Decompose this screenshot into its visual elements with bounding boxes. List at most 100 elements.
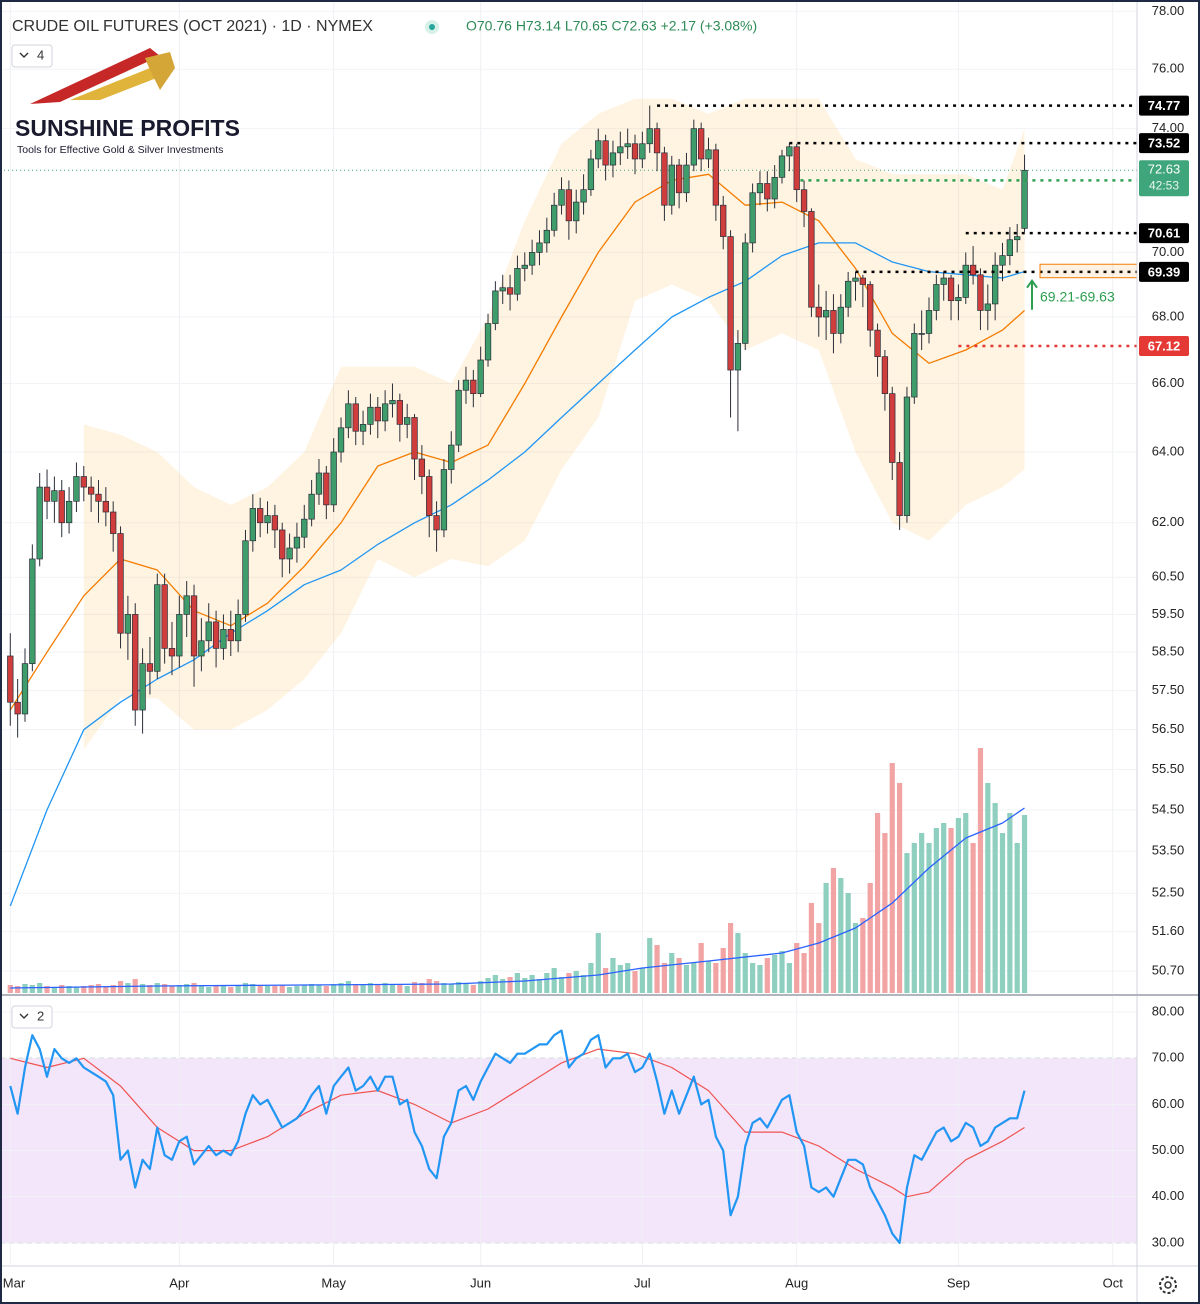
candle-body — [734, 343, 742, 371]
volume-bar — [7, 985, 13, 993]
candle-body — [80, 476, 87, 488]
candle-body — [433, 515, 440, 531]
volume-bar — [309, 984, 315, 993]
data-layer — [0, 105, 1137, 1244]
candle-body — [389, 400, 396, 405]
volume-bar — [794, 943, 800, 993]
volume-bar — [316, 985, 322, 993]
candle-body — [528, 252, 536, 266]
candle-body — [227, 629, 234, 642]
candle-body — [470, 379, 477, 394]
y-tick-label: 78.00 — [1152, 3, 1185, 18]
status-dot — [429, 24, 435, 30]
candle-body — [793, 146, 800, 191]
candle-body — [506, 287, 514, 295]
volume-bar — [492, 975, 498, 993]
volume-bar — [66, 986, 72, 993]
candle-body — [499, 287, 506, 292]
x-tick-label: Mar — [3, 1275, 26, 1290]
volume-bar — [73, 987, 80, 993]
volume-bar — [125, 983, 131, 993]
indicator-toggle[interactable]: 4 — [11, 44, 53, 68]
settings-button[interactable] — [1159, 1276, 1177, 1294]
volume-bar — [845, 893, 851, 993]
toggle-box[interactable] — [11, 44, 53, 68]
candle-body — [543, 229, 550, 244]
volume-bar — [750, 963, 756, 993]
volume-bar — [382, 983, 388, 993]
candle-body — [874, 329, 881, 358]
candle-body — [705, 149, 712, 160]
candle-body — [756, 183, 764, 194]
volume-bar — [456, 982, 462, 993]
volume-bar — [926, 843, 932, 993]
volume-bar — [801, 953, 807, 993]
volume-bar — [720, 948, 726, 993]
gear-hub — [1164, 1281, 1172, 1289]
zone-box — [1039, 263, 1138, 279]
indicator-toggle[interactable]: 2 — [11, 1005, 53, 1029]
y-tick-label: 59.50 — [1152, 606, 1185, 621]
candle-body — [183, 595, 190, 615]
ohlc-values: O70.76 H73.14 L70.65 C72.63 +2.17 (+3.08… — [466, 18, 757, 34]
volume-bar — [463, 983, 469, 993]
candle-body — [859, 277, 867, 285]
candle-body — [21, 663, 29, 715]
candle-body — [477, 359, 484, 394]
volume-bar — [507, 977, 513, 993]
candle-body — [308, 493, 315, 520]
volume-bar — [919, 833, 925, 993]
volume-bar — [588, 963, 594, 993]
volume-bar — [441, 983, 447, 993]
volume-bar — [955, 818, 962, 993]
last-price-label: 72.63 — [1148, 162, 1181, 177]
candle-body — [536, 242, 543, 253]
volume-bar — [213, 985, 219, 993]
logo-swoosh — [30, 48, 160, 104]
volume-bar — [448, 984, 454, 993]
candle-body — [712, 149, 720, 206]
candle-body — [205, 621, 212, 642]
candle-body — [124, 614, 132, 634]
x-tick-label: Sep — [947, 1275, 970, 1290]
candle-body — [896, 462, 903, 516]
volume-bar — [169, 986, 175, 993]
y-tick-label: 64.00 — [1152, 443, 1185, 458]
volume-bar — [500, 979, 506, 993]
volume-bar — [367, 983, 374, 993]
candle-body — [514, 268, 521, 295]
countdown-label: 42:53 — [1149, 178, 1179, 192]
volume-bar — [625, 963, 631, 993]
volume-bar — [985, 783, 991, 993]
candle-body — [587, 158, 595, 191]
volume-bar — [779, 951, 785, 993]
volume-bar — [59, 985, 65, 993]
candle-body — [286, 547, 293, 560]
toggle-box[interactable] — [11, 1005, 53, 1029]
volume-bar — [603, 968, 609, 993]
y-tick-label: 50.70 — [1152, 962, 1185, 977]
candle-body — [947, 277, 955, 302]
candle-body — [132, 614, 139, 711]
candle-body — [977, 274, 984, 311]
candle-body — [404, 417, 411, 425]
volume-bar — [154, 983, 160, 993]
y-tick-label: 68.00 — [1152, 308, 1185, 323]
candle-body — [110, 511, 117, 534]
volume-bar — [647, 938, 653, 993]
level-label-box — [1139, 223, 1189, 244]
y-tick-label: 60.50 — [1152, 569, 1185, 584]
volume-bar — [713, 963, 719, 993]
x-tick-label: Jul — [634, 1275, 651, 1290]
candle-body — [249, 508, 256, 542]
candle-body — [381, 403, 389, 422]
volume-bar — [338, 983, 344, 993]
volume-bar — [51, 987, 57, 993]
y-tick-label: 80.00 — [1152, 1004, 1185, 1019]
candle-body — [418, 458, 426, 477]
volume-bar — [419, 983, 425, 993]
volume-bar — [220, 986, 227, 993]
x-tick-label: Aug — [785, 1275, 808, 1290]
candle-body — [7, 655, 14, 703]
level-label: 70.61 — [1148, 226, 1181, 241]
